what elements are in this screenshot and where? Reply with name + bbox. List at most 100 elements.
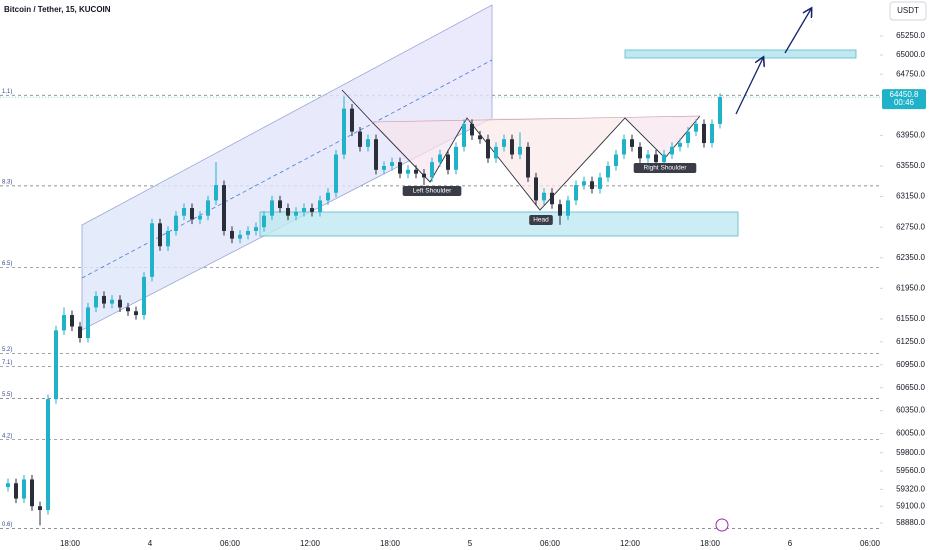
- candle-body: [598, 177, 602, 189]
- candle-body: [686, 131, 690, 144]
- candle-body: [286, 208, 290, 216]
- candle-body: [86, 307, 90, 339]
- candle-body: [46, 399, 50, 511]
- x-tick-label: 18:00: [700, 539, 721, 548]
- candle-body: [606, 165, 610, 178]
- y-tick-label: 60350.0: [896, 406, 925, 415]
- y-tick-label: 60650.0: [896, 383, 925, 392]
- candle-body: [262, 215, 266, 228]
- candle-body: [558, 204, 562, 216]
- candle-body: [646, 154, 650, 159]
- candle-body: [486, 139, 490, 159]
- candle-body: [414, 169, 418, 174]
- candle-body: [470, 123, 474, 136]
- candle-body: [566, 200, 570, 216]
- annotation-box: [402, 186, 462, 196]
- level-label: 5.5): [2, 392, 12, 398]
- annotation: Head: [533, 217, 549, 224]
- candle-body: [318, 200, 322, 212]
- candle-body: [190, 208, 194, 220]
- candle-body: [110, 299, 114, 304]
- y-tick-label: 59560.0: [896, 466, 925, 475]
- annotation-box: [633, 163, 697, 173]
- candle-body: [398, 162, 402, 174]
- x-tick-label: 12:00: [620, 539, 641, 548]
- candle-body: [670, 146, 674, 155]
- candle-body: [630, 139, 634, 147]
- candle-body: [550, 192, 554, 205]
- level-label: 4.2): [2, 433, 12, 439]
- candle-body: [70, 315, 74, 327]
- x-tick-label: 06:00: [860, 539, 881, 548]
- candle-body: [654, 154, 658, 163]
- candle-body: [526, 146, 530, 178]
- candle-body: [270, 200, 274, 216]
- candle-body: [710, 123, 714, 144]
- arrow: [735, 58, 763, 115]
- candle-body: [150, 223, 154, 277]
- neckline: [371, 115, 701, 123]
- shoulder-fill: [372, 118, 467, 182]
- y-tick-label: 60950.0: [896, 360, 925, 369]
- candle-body: [166, 230, 170, 247]
- candle-body: [718, 97, 722, 124]
- candle-body: [38, 506, 42, 511]
- candle-body: [174, 215, 178, 231]
- candle-body: [662, 154, 666, 163]
- x-tick-label: 18:00: [60, 539, 81, 548]
- candle-body: [502, 139, 506, 147]
- candle-body: [534, 177, 538, 201]
- candle-body: [94, 295, 98, 308]
- x-tick-label: 06:00: [220, 539, 241, 548]
- candle-body: [422, 173, 426, 178]
- x-tick-label: 5: [468, 539, 473, 548]
- level-label: 1.1): [2, 89, 12, 95]
- y-tick-label: 58880.0: [896, 518, 925, 527]
- candle-body: [478, 135, 482, 140]
- level-label: 8.3): [2, 179, 12, 185]
- y-tick-label: 65000.0: [896, 50, 925, 59]
- price-tag-label: 64450.8: [890, 90, 919, 99]
- candle-body: [134, 311, 138, 316]
- level-label: 0.6): [2, 522, 12, 528]
- y-tick-label: 65250.0: [896, 31, 925, 40]
- level-label: 5.2): [2, 347, 12, 353]
- candle-body: [390, 162, 394, 166]
- y-tick-label: 62350.0: [896, 253, 925, 262]
- candle-body: [326, 192, 330, 201]
- candle-body: [590, 181, 594, 189]
- candle-body: [230, 230, 234, 239]
- level-label: 6.5): [2, 261, 12, 267]
- y-tick-label: 61950.0: [896, 283, 925, 292]
- candle-body: [542, 192, 546, 201]
- annotation: Left Shoulder: [413, 188, 453, 195]
- candle-body: [62, 315, 66, 331]
- event-icon[interactable]: [715, 518, 729, 532]
- currency[interactable]: USDT: [897, 6, 919, 15]
- candle-body: [158, 223, 162, 247]
- x-tick-label: 18:00: [380, 539, 401, 548]
- candle-body: [702, 123, 706, 144]
- candle-body: [518, 146, 522, 155]
- candle-body: [222, 185, 226, 231]
- pattern-line: [341, 89, 701, 211]
- candle-body: [254, 227, 258, 231]
- candle-body: [294, 211, 298, 216]
- candle-body: [582, 181, 586, 186]
- countdown: 00:46: [894, 98, 915, 107]
- candle-body: [278, 200, 282, 209]
- y-tick-label: 59800.0: [896, 448, 925, 457]
- candle-body: [78, 326, 82, 339]
- y-tick-label: 63150.0: [896, 192, 925, 201]
- candle-body: [310, 208, 314, 212]
- y-tick-label: 60050.0: [896, 429, 925, 438]
- x-tick-label: 6: [788, 539, 793, 548]
- candle-body: [510, 139, 514, 155]
- candle-body: [246, 230, 250, 235]
- currency-button[interactable]: [889, 1, 927, 21]
- candle-body: [118, 299, 122, 308]
- candle-body: [638, 146, 642, 159]
- candle-body: [358, 131, 362, 147]
- candle-body: [462, 123, 466, 147]
